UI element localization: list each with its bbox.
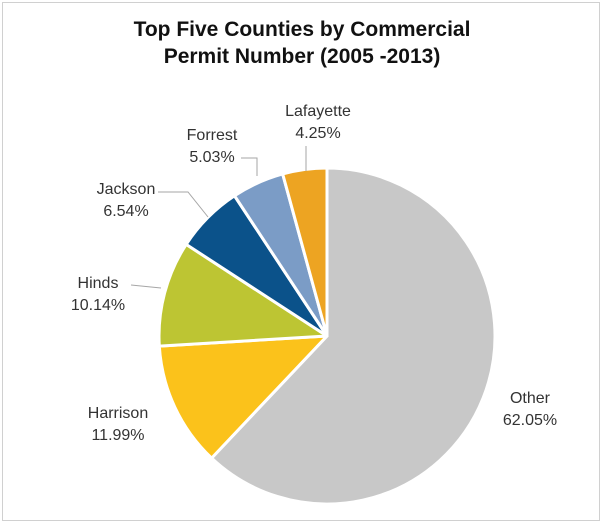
- pie-slice-harrison: [157, 334, 329, 460]
- leader-lines: [130, 146, 307, 289]
- slice-label-value-lafayette: 4.25%: [295, 125, 340, 142]
- slice-label-name-forrest: Forrest: [187, 127, 238, 144]
- pie-slices: [157, 166, 497, 506]
- leader-line-jackson: [158, 191, 209, 218]
- pie-slice-lafayette: [281, 166, 329, 338]
- slice-label-value-other: 62.05%: [503, 412, 557, 429]
- chart-title: Top Five Counties by Commercial Permit N…: [0, 16, 604, 70]
- chart-title-line1: Top Five Counties by Commercial: [133, 18, 471, 41]
- slice-labels: Other 62.05% Harrison 11.99% Hinds 10.14% Jack…: [71, 103, 557, 444]
- slice-label-value-harrison: 11.99%: [91, 427, 144, 444]
- slice-label-name-harrison: Harrison: [88, 405, 148, 422]
- slice-label-name-lafayette: Lafayette: [285, 103, 351, 120]
- slice-label-name-other: Other: [510, 390, 551, 407]
- slice-label-value-jackson: 6.54%: [103, 203, 148, 220]
- slice-label-value-hinds: 10.14%: [71, 297, 125, 314]
- slice-label-name-hinds: Hinds: [78, 275, 119, 292]
- pie-slice-hinds: [157, 242, 329, 348]
- slice-label-value-forrest: 5.03%: [189, 149, 234, 166]
- leader-line-forrest: [241, 157, 258, 176]
- leader-line-hinds: [130, 284, 162, 289]
- pie-slice-other: [210, 166, 497, 506]
- chart-title-line2: Permit Number (2005 -2013): [163, 45, 441, 68]
- slice-label-name-jackson: Jackson: [97, 181, 156, 198]
